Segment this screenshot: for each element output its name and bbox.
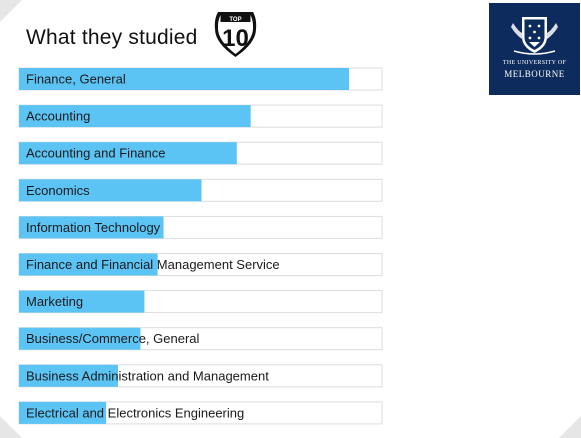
bar-label: Marketing	[26, 294, 83, 309]
bar	[19, 68, 349, 90]
bar-label: Accounting and Finance	[26, 146, 165, 161]
bar-label: Economics	[26, 183, 90, 198]
bar	[19, 253, 158, 276]
logo-line-1: THE UNIVERSITY OF	[502, 60, 567, 66]
bar	[19, 216, 164, 239]
badge-number-text: 10	[222, 25, 249, 52]
bar	[19, 179, 202, 202]
corner-decoration	[0, 416, 22, 438]
bar	[19, 401, 107, 424]
bar-label: Accounting	[26, 109, 90, 124]
bar-label: Business Administration and Management	[26, 368, 269, 383]
university-logo: THE UNIVERSITY OF MELBOURNE	[489, 3, 580, 95]
bar	[19, 105, 251, 128]
logo-line-2: MELBOURNE	[504, 69, 565, 79]
top-10-badge: TOP 10	[214, 12, 257, 57]
corner-decoration	[0, 0, 22, 22]
bar	[19, 290, 145, 313]
badge-top-text: TOP	[229, 17, 241, 23]
bar-label: Finance, General	[26, 72, 126, 87]
bar-label: Electrical and Electronics Engineering	[26, 405, 244, 420]
bar	[19, 364, 118, 387]
bar-label: Business/Commerce, General	[26, 331, 200, 346]
chart-title: What they studied	[26, 26, 198, 49]
crest-icon	[511, 17, 558, 55]
bar-label: Information Technology	[26, 220, 161, 235]
bar-label: Finance and Financial Management Service	[26, 257, 280, 272]
bar	[19, 142, 237, 165]
bar	[19, 327, 141, 350]
corner-decoration	[559, 416, 581, 438]
